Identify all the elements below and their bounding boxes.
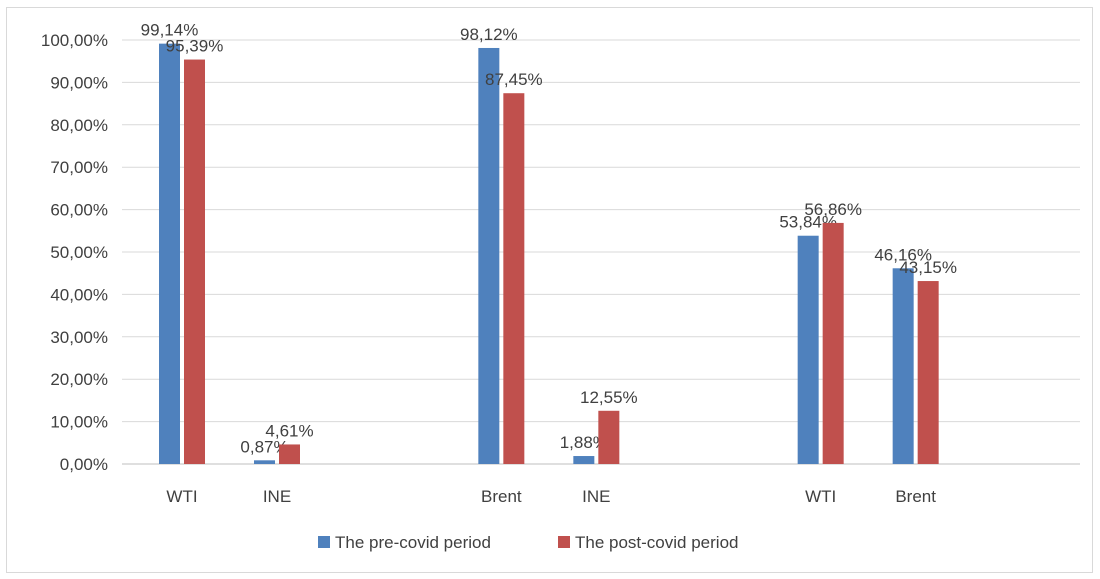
y-tick-label: 80,00% bbox=[50, 116, 108, 135]
data-label: 99,14% bbox=[141, 21, 199, 40]
legend-label: The pre-covid period bbox=[335, 533, 491, 552]
data-label: 95,39% bbox=[166, 37, 224, 56]
legend-label: The post-covid period bbox=[575, 533, 738, 552]
x-tick-label: Brent bbox=[481, 487, 522, 506]
y-tick-label: 100,00% bbox=[41, 31, 108, 50]
data-label: 1,88% bbox=[560, 433, 608, 452]
bar bbox=[917, 281, 939, 464]
bar bbox=[279, 444, 300, 464]
y-tick-label: 60,00% bbox=[50, 201, 108, 220]
data-label: 43,15% bbox=[899, 258, 957, 277]
x-tick-label: WTI bbox=[805, 487, 836, 506]
legend-swatch bbox=[558, 536, 570, 548]
data-label: 4,61% bbox=[265, 421, 313, 440]
bar bbox=[254, 460, 275, 464]
bar bbox=[598, 410, 620, 464]
bar bbox=[503, 93, 525, 464]
data-label: 87,45% bbox=[485, 70, 543, 89]
legend-swatch bbox=[318, 536, 330, 548]
x-tick-label: WTI bbox=[166, 487, 197, 506]
data-label: 46,16% bbox=[874, 245, 932, 264]
x-tick-label: INE bbox=[582, 487, 610, 506]
y-tick-label: 70,00% bbox=[50, 158, 108, 177]
x-tick-label: Brent bbox=[895, 487, 936, 506]
data-label: 12,55% bbox=[580, 388, 638, 407]
x-tick-label: INE bbox=[263, 487, 291, 506]
data-label: 53,84% bbox=[779, 213, 837, 232]
bar bbox=[573, 456, 595, 464]
bar bbox=[478, 47, 500, 465]
data-label: 56,86% bbox=[804, 200, 862, 219]
bar bbox=[822, 222, 844, 464]
data-label: 0,87% bbox=[240, 437, 288, 456]
y-tick-label: 10,00% bbox=[50, 413, 108, 432]
y-tick-label: 50,00% bbox=[50, 243, 108, 262]
bar bbox=[797, 235, 819, 464]
data-label: 98,12% bbox=[460, 25, 518, 44]
y-tick-label: 0,00% bbox=[60, 455, 108, 474]
bar bbox=[892, 268, 914, 464]
y-tick-label: 20,00% bbox=[50, 370, 108, 389]
bar bbox=[159, 43, 180, 465]
y-tick-label: 90,00% bbox=[50, 73, 108, 92]
y-tick-label: 40,00% bbox=[50, 285, 108, 304]
bar bbox=[184, 59, 205, 465]
y-tick-label: 30,00% bbox=[50, 328, 108, 347]
